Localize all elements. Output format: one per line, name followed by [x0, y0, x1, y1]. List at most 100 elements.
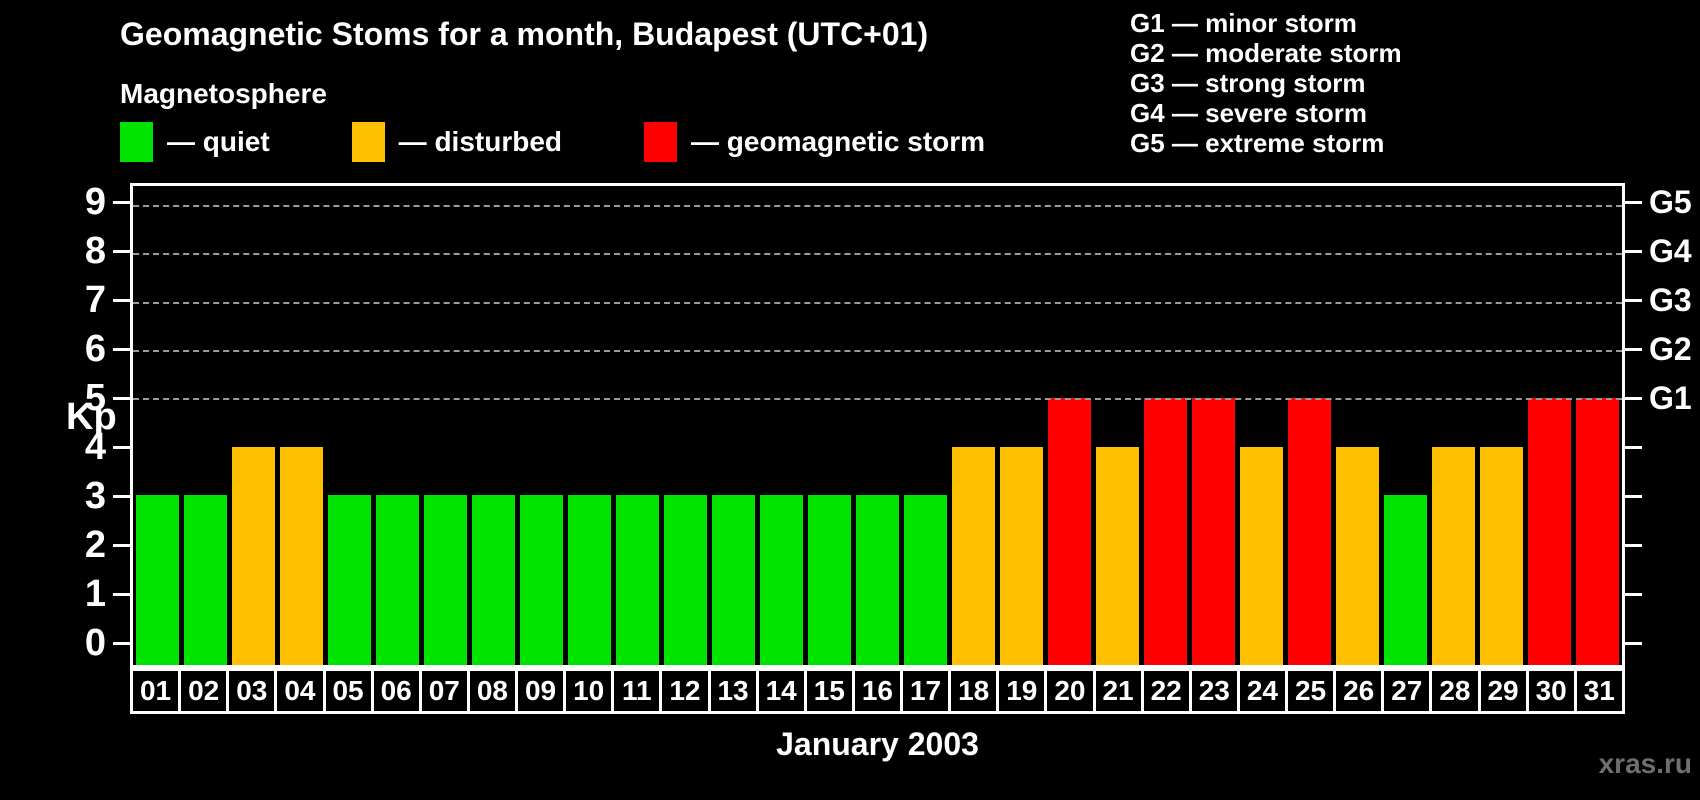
day-label-09: 09: [515, 668, 567, 714]
x-axis-day-labels: 01 02 03 04 05 06 07 08 09 10 11 12 13 14 15 16 17 18 19 20…: [130, 668, 1625, 714]
right-axis-tick-3: [1625, 494, 1642, 498]
bar-day-23: [1192, 398, 1236, 665]
bar-day-09: [519, 495, 563, 665]
day-label-31: 31: [1573, 668, 1625, 714]
right-axis-tick-1: [1625, 592, 1642, 596]
day-label-02: 02: [178, 668, 230, 714]
day-label-12: 12: [659, 668, 711, 714]
watermark: xras.ru: [1598, 748, 1692, 779]
day-label-01: 01: [130, 668, 182, 714]
legend-label-quiet: — quiet: [167, 126, 270, 157]
day-label-05: 05: [322, 668, 374, 714]
bar-day-11: [615, 495, 659, 665]
gridline-kp-9: [133, 204, 1622, 207]
day-label-13: 13: [707, 668, 759, 714]
y-axis-tick-left-2: [113, 543, 130, 547]
day-label-07: 07: [418, 668, 470, 714]
bar-slot-day-30: [1526, 186, 1574, 665]
bar-slot-day-09: [517, 186, 565, 665]
g-scale-legend-item: G4 — severe storm: [1130, 98, 1368, 128]
bar-day-10: [567, 495, 611, 665]
day-label-03: 03: [226, 668, 278, 714]
legend-label-disturbed: — disturbed: [398, 126, 563, 157]
bar-day-12: [663, 495, 707, 665]
right-axis-label-G4: G4: [1649, 233, 1692, 270]
bar-day-04: [279, 446, 323, 665]
day-label-26: 26: [1333, 668, 1385, 714]
g-scale-legend-item: G5 — extreme storm: [1130, 128, 1385, 158]
bar-slot-day-24: [1238, 186, 1286, 665]
right-axis-tick-7: [1625, 298, 1642, 302]
magnetosphere-legend: — quiet — disturbed — geomagnetic storm: [120, 122, 1067, 162]
bar-slot-day-01: [133, 186, 181, 665]
right-axis-tick-5: [1625, 396, 1642, 400]
bar-day-26: [1336, 446, 1380, 665]
day-label-27: 27: [1381, 668, 1433, 714]
y-axis-label-2: 2: [84, 524, 106, 567]
day-label-16: 16: [851, 668, 903, 714]
bar-day-22: [1144, 398, 1188, 665]
bar-slot-day-13: [709, 186, 757, 665]
bar-slot-day-08: [469, 186, 517, 665]
bar-day-13: [711, 495, 755, 665]
y-axis-tick-left-1: [113, 592, 130, 596]
bar-slot-day-06: [373, 186, 421, 665]
day-label-25: 25: [1285, 668, 1337, 714]
y-axis-label-9: 9: [84, 181, 106, 224]
bars: [133, 186, 1622, 665]
y-axis-tick-left-0: [113, 641, 130, 645]
gridline-kp-7: [133, 301, 1622, 304]
day-label-04: 04: [274, 668, 326, 714]
day-label-20: 20: [1044, 668, 1096, 714]
right-axis-tick-9: [1625, 200, 1642, 204]
y-axis-label-3: 3: [84, 475, 106, 518]
bar-slot-day-29: [1478, 186, 1526, 665]
day-label-11: 11: [611, 668, 663, 714]
bar-slot-day-12: [661, 186, 709, 665]
g-scale-legend-item: G3 — strong storm: [1130, 68, 1366, 98]
bar-day-31: [1576, 398, 1620, 665]
bar-day-21: [1096, 446, 1140, 665]
legend-swatch-quiet: [120, 122, 153, 162]
g-scale-legend-item: G1 — minor storm: [1130, 8, 1357, 38]
bar-day-30: [1528, 398, 1572, 665]
y-axis-label-4: 4: [84, 426, 106, 469]
bar-day-06: [375, 495, 419, 665]
bar-slot-day-07: [421, 186, 469, 665]
y-axis-label-7: 7: [84, 279, 106, 322]
day-label-06: 06: [370, 668, 422, 714]
bar-slot-day-05: [325, 186, 373, 665]
bar-slot-day-27: [1382, 186, 1430, 665]
bar-slot-day-22: [1142, 186, 1190, 665]
chart-wrap: 0 1 2 3 4 5 G1 6 G2 7 G3 8 G4 9 G5: [85, 183, 1692, 668]
y-axis-tick-left-4: [113, 445, 130, 449]
right-axis-label-G2: G2: [1649, 331, 1692, 368]
g-scale-legend-item: G2 — moderate storm: [1130, 38, 1402, 68]
y-axis-label-6: 6: [84, 328, 106, 371]
right-axis-label-G5: G5: [1649, 184, 1692, 221]
legend-item-quiet: — quiet: [120, 122, 270, 162]
plot-area: [130, 183, 1625, 668]
right-axis-tick-0: [1625, 641, 1642, 645]
bar-slot-day-21: [1094, 186, 1142, 665]
gridline-kp-6: [133, 350, 1622, 353]
bar-day-18: [952, 446, 996, 665]
bar-day-16: [855, 495, 899, 665]
bar-day-28: [1432, 446, 1476, 665]
bar-slot-day-25: [1286, 186, 1334, 665]
bar-slot-day-31: [1574, 186, 1622, 665]
bar-slot-day-28: [1430, 186, 1478, 665]
y-axis-tick-left-8: [113, 249, 130, 253]
day-label-14: 14: [755, 668, 807, 714]
bar-day-08: [471, 495, 515, 665]
bar-slot-day-10: [565, 186, 613, 665]
day-label-28: 28: [1429, 668, 1481, 714]
day-label-18: 18: [948, 668, 1000, 714]
day-label-17: 17: [900, 668, 952, 714]
bar-day-01: [135, 495, 179, 665]
right-axis-label-G1: G1: [1649, 380, 1692, 417]
day-label-15: 15: [803, 668, 855, 714]
bar-slot-day-16: [853, 186, 901, 665]
right-axis-tick-2: [1625, 543, 1642, 547]
y-axis-tick-left-5: [113, 396, 130, 400]
